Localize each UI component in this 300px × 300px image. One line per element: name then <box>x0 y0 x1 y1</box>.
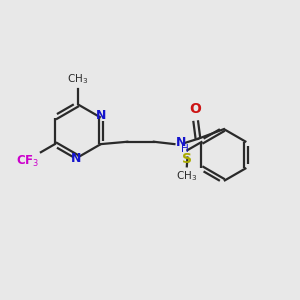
Text: S: S <box>182 152 192 166</box>
Text: O: O <box>190 102 202 116</box>
Text: N: N <box>71 152 82 165</box>
Text: CF$_3$: CF$_3$ <box>16 154 39 169</box>
Text: CH$_3$: CH$_3$ <box>176 169 197 183</box>
Text: CH$_3$: CH$_3$ <box>67 72 88 86</box>
Text: N: N <box>176 136 186 149</box>
Text: H: H <box>181 144 189 154</box>
Text: N: N <box>96 109 106 122</box>
